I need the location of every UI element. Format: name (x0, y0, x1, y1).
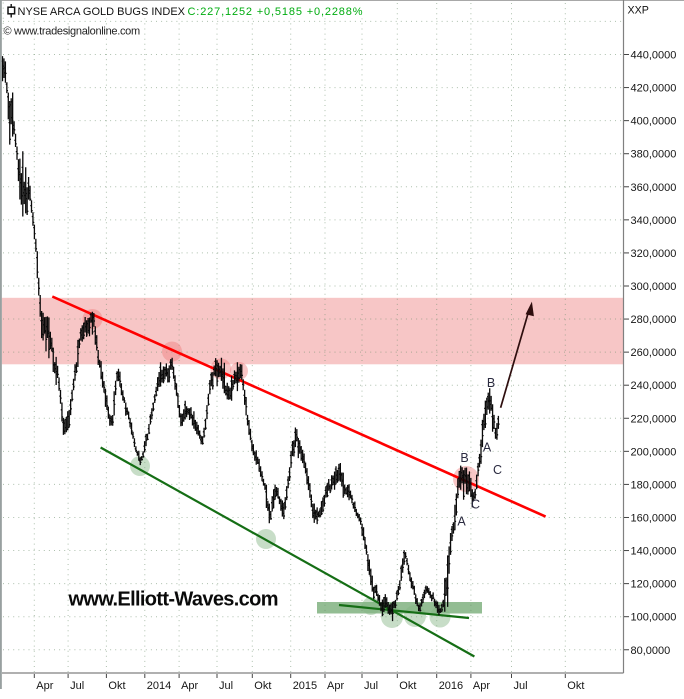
svg-text:120,0000: 120,0000 (631, 579, 677, 591)
svg-text:2015: 2015 (293, 680, 317, 692)
svg-text:Jul: Jul (514, 680, 528, 692)
svg-text:Apr: Apr (181, 680, 198, 692)
svg-text:© www.tradesignalonline.com: © www.tradesignalonline.com (4, 26, 140, 38)
svg-text:C:227,1252 +0,5185 +0,2288%: C:227,1252 +0,5185 +0,2288% (188, 6, 364, 18)
svg-text:Okt: Okt (254, 680, 271, 692)
svg-text:Okt: Okt (399, 680, 416, 692)
svg-text:Jul: Jul (70, 680, 84, 692)
svg-text:A: A (483, 441, 492, 455)
svg-text:360,0000: 360,0000 (631, 182, 677, 194)
svg-text:B: B (460, 451, 468, 465)
svg-text:140,0000: 140,0000 (631, 546, 677, 558)
svg-text:C: C (493, 463, 502, 477)
svg-text:440,0000: 440,0000 (631, 50, 677, 62)
svg-text:300,0000: 300,0000 (631, 281, 677, 293)
svg-text:Okt: Okt (567, 680, 584, 692)
svg-text:280,0000: 280,0000 (631, 314, 677, 326)
svg-text:2016: 2016 (439, 680, 463, 692)
svg-text:Apr: Apr (327, 680, 344, 692)
svg-text:Okt: Okt (108, 680, 125, 692)
svg-text:260,0000: 260,0000 (631, 347, 677, 359)
svg-text:180,0000: 180,0000 (631, 479, 677, 491)
svg-text:200,0000: 200,0000 (631, 446, 677, 458)
svg-text:XXP: XXP (628, 5, 649, 17)
svg-text:Jul: Jul (364, 680, 378, 692)
svg-text:C: C (471, 498, 480, 512)
svg-text:Apr: Apr (36, 680, 53, 692)
svg-text:240,0000: 240,0000 (631, 380, 677, 392)
svg-text:B: B (487, 376, 495, 390)
svg-text:420,0000: 420,0000 (631, 83, 677, 95)
svg-text:Jul: Jul (219, 680, 233, 692)
svg-text:320,0000: 320,0000 (631, 248, 677, 260)
svg-text:160,0000: 160,0000 (631, 512, 677, 524)
svg-text:100,0000: 100,0000 (631, 612, 677, 624)
svg-text:400,0000: 400,0000 (631, 116, 677, 128)
svg-text:Apr: Apr (473, 680, 490, 692)
svg-text:380,0000: 380,0000 (631, 149, 677, 161)
svg-text:220,0000: 220,0000 (631, 413, 677, 425)
svg-text:80,0000: 80,0000 (631, 645, 671, 657)
svg-text:2014: 2014 (147, 680, 171, 692)
svg-text:NYSE ARCA GOLD BUGS INDEX: NYSE ARCA GOLD BUGS INDEX (18, 6, 186, 18)
svg-text:340,0000: 340,0000 (631, 215, 677, 227)
svg-text:A: A (457, 515, 466, 529)
svg-text:www.Elliott-Waves.com: www.Elliott-Waves.com (68, 589, 278, 611)
